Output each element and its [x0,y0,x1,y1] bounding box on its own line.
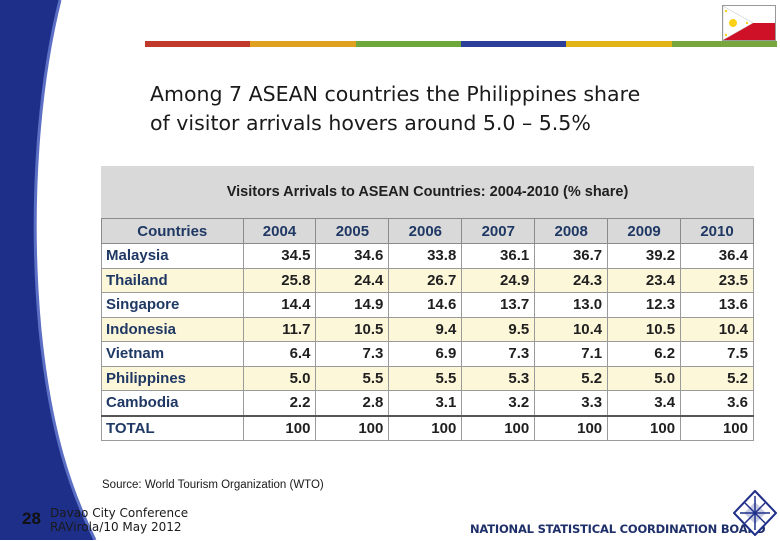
share-value-cell: 14.6 [388,292,463,318]
heading-line-1: Among 7 ASEAN countries the Philippines … [150,82,641,106]
share-value-cell: 7.3 [461,341,536,367]
share-value-cell: 13.0 [534,292,609,318]
source-note: Source: World Tourism Organization (WTO) [102,479,324,491]
share-value-cell: 12.3 [607,292,682,318]
share-value-cell: 39.2 [607,243,682,269]
share-value-cell: 3.3 [534,390,609,416]
conference-info: Davao City Conference RAVirola/10 May 20… [50,506,188,534]
share-value-cell: 100 [461,414,536,441]
table-header-row: Countries 2004 2005 2006 2007 2008 2009 2010 [101,218,754,244]
share-value-cell: 10.5 [315,316,390,342]
share-value-cell: 36.7 [534,243,609,269]
table-row: Thailand 25.8 24.4 26.7 24.9 24.3 23.4 23.5 [101,267,754,293]
share-value-cell: 3.6 [680,390,754,416]
table-row: Philippines 5.0 5.5 5.5 5.3 5.2 5.0 5.2 [101,365,754,391]
share-value-cell: 23.4 [607,267,682,293]
column-header-year: 2007 [461,218,536,244]
share-value-cell: 100 [607,414,682,441]
conference-line-2: RAVirola/10 May 2012 [50,520,182,534]
table-total-row: TOTAL 100 100 100 100 100 100 100 [101,414,754,441]
share-value-cell: 100 [680,414,754,441]
table-row: Indonesia 11.7 10.5 9.4 9.5 10.4 10.5 10.4 [101,316,754,342]
share-value-cell: 26.7 [388,267,463,293]
share-value-cell: 5.2 [534,365,609,391]
share-value-cell: 10.5 [607,316,682,342]
share-value-cell: 14.9 [315,292,390,318]
share-value-cell: 5.5 [388,365,463,391]
share-value-cell: 34.6 [315,243,390,269]
column-header-year: 2009 [607,218,682,244]
country-name-cell: Malaysia [101,243,244,269]
country-name-cell: Indonesia [101,316,244,342]
country-name-cell: TOTAL [101,414,244,441]
column-header-year: 2004 [242,218,317,244]
share-value-cell: 10.4 [534,316,609,342]
share-value-cell: 5.5 [315,365,390,391]
country-name-cell: Vietnam [101,341,244,367]
share-value-cell: 13.6 [680,292,754,318]
color-stripe-bar [145,41,777,47]
column-header-year: 2005 [315,218,390,244]
country-name-cell: Singapore [101,292,244,318]
conference-line-1: Davao City Conference [50,506,189,520]
share-value-cell: 5.0 [607,365,682,391]
share-value-cell: 100 [242,414,317,441]
share-value-cell: 7.3 [315,341,390,367]
table-row: Cambodia 2.2 2.8 3.1 3.2 3.3 3.4 3.6 [101,390,754,416]
slide-heading: Among 7 ASEAN countries the Philippines … [150,80,750,138]
share-value-cell: 2.2 [242,390,317,416]
share-value-cell: 24.4 [315,267,390,293]
share-value-cell: 11.7 [242,316,317,342]
share-value-cell: 3.2 [461,390,536,416]
share-value-cell: 25.8 [242,267,317,293]
share-value-cell: 24.9 [461,267,536,293]
country-name-cell: Philippines [101,365,244,391]
share-value-cell: 6.9 [388,341,463,367]
share-value-cell: 2.8 [315,390,390,416]
share-value-cell: 24.3 [534,267,609,293]
column-header-year: 2006 [388,218,463,244]
heading-line-2: of visitor arrivals hovers around 5.0 – … [150,111,591,135]
table-title: Visitors Arrivals to ASEAN Countries: 20… [226,184,629,200]
share-value-cell: 13.7 [461,292,536,318]
country-name-cell: Thailand [101,267,244,293]
share-value-cell: 10.4 [680,316,754,342]
slide-number: 28 [22,509,41,528]
country-name-cell: Cambodia [101,390,244,416]
share-value-cell: 3.4 [607,390,682,416]
share-value-cell: 33.8 [388,243,463,269]
share-value-cell: 5.2 [680,365,754,391]
organization-name: NATIONAL STATISTICAL COORDINATION BOARD [470,522,766,536]
share-value-cell: 100 [388,414,463,441]
nscb-logo-icon [732,489,778,537]
share-value-cell: 5.3 [461,365,536,391]
column-header-countries: Countries [101,218,244,244]
share-value-cell: 14.4 [242,292,317,318]
visitor-arrivals-table: Visitors Arrivals to ASEAN Countries: 20… [101,166,754,441]
share-value-cell: 100 [534,414,609,441]
column-header-year: 2008 [534,218,609,244]
share-value-cell: 6.2 [607,341,682,367]
share-value-cell: 36.4 [680,243,754,269]
share-value-cell: 9.4 [388,316,463,342]
table-row: Malaysia 34.5 34.6 33.8 36.1 36.7 39.2 36.4 [101,243,754,269]
share-value-cell: 100 [315,414,390,441]
table-row: Singapore 14.4 14.9 14.6 13.7 13.0 12.3 13.6 [101,292,754,318]
share-value-cell: 9.5 [461,316,536,342]
share-value-cell: 5.0 [242,365,317,391]
column-header-year: 2010 [680,218,754,244]
share-value-cell: 34.5 [242,243,317,269]
share-value-cell: 6.4 [242,341,317,367]
table-row: Vietnam 6.4 7.3 6.9 7.3 7.1 6.2 7.5 [101,341,754,367]
left-decorative-band [0,0,100,540]
philippine-flag-icon [722,5,776,41]
share-value-cell: 7.5 [680,341,754,367]
share-value-cell: 3.1 [388,390,463,416]
share-value-cell: 36.1 [461,243,536,269]
share-value-cell: 23.5 [680,267,754,293]
share-value-cell: 7.1 [534,341,609,367]
